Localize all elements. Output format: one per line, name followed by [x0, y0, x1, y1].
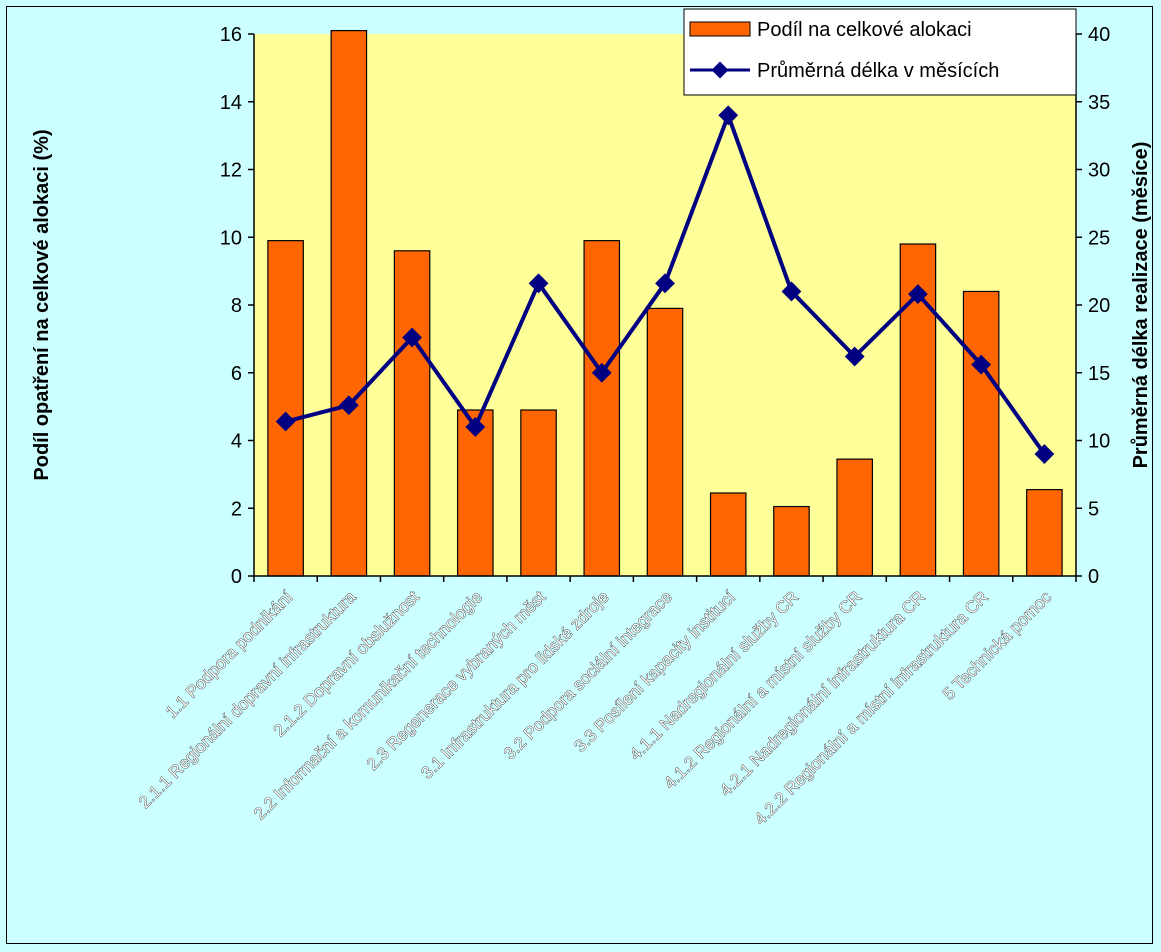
- category-label: 2.2 Informační a komunikační technologie: [250, 587, 486, 823]
- category-label: 5 Technická pomoc: [939, 587, 1055, 703]
- line-marker: [971, 354, 992, 375]
- left-tick-label: 6: [231, 363, 242, 385]
- bar: [1026, 489, 1063, 577]
- bar: [836, 458, 873, 577]
- line-marker: [908, 284, 928, 305]
- line-marker: [591, 362, 612, 383]
- left-tick-label: 10: [220, 227, 242, 249]
- right-axis-ticks: 0 5 10 15 20 25 30 35 40: [1076, 24, 1110, 588]
- left-tick-label: 4: [231, 431, 242, 453]
- left-tick-label: 16: [220, 24, 242, 46]
- bar: [330, 30, 368, 577]
- category-label: 2.1.1 Regionální dopravní infrastruktura: [135, 587, 360, 812]
- left-tick-label: 14: [220, 92, 242, 114]
- bar: [773, 505, 810, 577]
- legend-bar-label: Podíl na celkové alokaci: [757, 19, 972, 41]
- left-tick-label: 12: [220, 160, 242, 182]
- line-marker: [655, 273, 675, 294]
- bar-series: [267, 30, 1063, 577]
- line-marker: [1034, 444, 1055, 464]
- right-tick-label: 25: [1088, 227, 1110, 249]
- legend-line-label: Průměrná délka v měsících: [757, 60, 999, 82]
- right-tick-label: 30: [1088, 160, 1110, 182]
- legend-line-marker: [711, 61, 729, 79]
- left-tick-label: 2: [231, 498, 242, 520]
- right-tick-label: 35: [1088, 92, 1110, 114]
- left-axis-ticks: 0 2 4 6 8 10 12 14 16: [220, 24, 254, 588]
- left-axis-title: Podíl opatření na celkové alokaci (%): [31, 129, 53, 480]
- right-axis-title: Průměrná délka realizace (měsíce): [1130, 142, 1152, 469]
- line-marker: [781, 281, 802, 302]
- right-tick-label: 5: [1088, 498, 1099, 520]
- line-marker: [402, 327, 422, 348]
- bar: [583, 240, 621, 577]
- right-tick-label: 10: [1088, 431, 1110, 453]
- bar: [962, 290, 1000, 577]
- right-tick-label: 20: [1088, 295, 1110, 317]
- category-label: 1.1 Podpora podnikání: [162, 587, 297, 722]
- bar: [520, 409, 557, 577]
- line-marker: [338, 395, 359, 416]
- line-series: [275, 105, 1055, 464]
- left-tick-label: 0: [231, 566, 242, 588]
- x-axis-ticks: [253, 576, 1077, 582]
- line-marker: [275, 411, 296, 432]
- right-tick-label: 15: [1088, 363, 1110, 385]
- legend-bar-swatch: [689, 21, 751, 37]
- bar: [709, 492, 747, 577]
- category-label: 4.2.2 Regionální a místní infrastruktura…: [751, 587, 992, 828]
- bar: [393, 250, 431, 577]
- left-tick-label: 8: [231, 295, 242, 317]
- legend: Podíl na celkové alokaci Průměrná délka …: [683, 8, 1077, 96]
- line-marker: [465, 417, 486, 437]
- right-tick-label: 0: [1088, 566, 1099, 588]
- line-marker: [844, 346, 865, 367]
- bar: [646, 307, 684, 577]
- line-marker: [528, 273, 549, 294]
- right-tick-label: 40: [1088, 24, 1110, 46]
- bar: [267, 240, 304, 577]
